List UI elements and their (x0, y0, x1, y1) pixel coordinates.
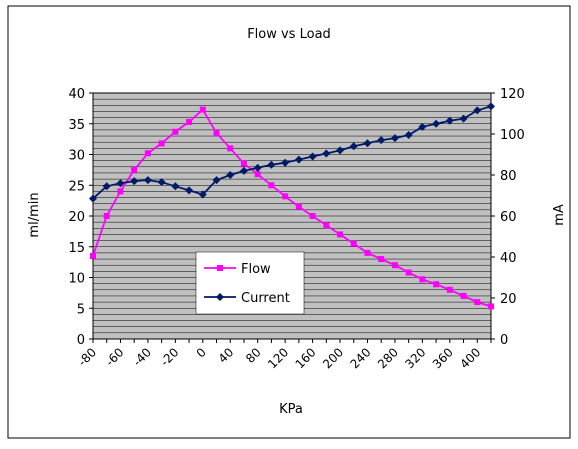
data-point-flow (378, 256, 385, 263)
data-point-flow (474, 299, 481, 306)
data-point-current (212, 176, 221, 185)
data-point-current (171, 182, 180, 191)
y-left-tick-label: 5 (77, 302, 85, 317)
data-point-current (377, 136, 386, 145)
data-point-current (418, 122, 427, 131)
y-left-tick-label: 10 (68, 272, 85, 287)
legend-marker-current (216, 293, 224, 301)
legend-box (195, 251, 305, 315)
data-point-current (336, 146, 345, 155)
data-point-current (157, 178, 166, 187)
data-point-flow (117, 188, 124, 195)
y-left-tick-label: 40 (68, 87, 85, 102)
data-point-flow (323, 222, 330, 229)
data-point-flow (131, 166, 138, 173)
data-point-flow (213, 129, 220, 136)
y-right-tick-label: 0 (500, 333, 508, 348)
data-point-flow (295, 203, 302, 210)
data-point-current (459, 114, 468, 123)
data-point-flow (144, 150, 151, 157)
data-point-flow (240, 160, 247, 167)
y-left-tick-label: 25 (68, 179, 85, 194)
data-point-current (116, 179, 125, 188)
y-left-tick-label: 0 (77, 333, 85, 348)
data-point-flow (405, 269, 412, 276)
y-left-tick-label: 20 (68, 210, 85, 225)
data-point-current (281, 158, 290, 167)
data-point-current (363, 139, 372, 148)
data-point-current (130, 177, 139, 186)
chart-title: Flow vs Load (247, 27, 331, 42)
data-point-flow (199, 106, 206, 113)
legend-label-flow: Flow (241, 262, 271, 277)
data-point-flow (350, 240, 357, 247)
data-point-flow (433, 281, 440, 288)
y-right-tick-label: 100 (500, 128, 525, 143)
data-point-current (404, 131, 413, 140)
data-point-flow (337, 231, 344, 238)
y-right-tick-label: 60 (500, 210, 517, 225)
y-right-tick-label: 80 (500, 169, 517, 184)
data-point-flow (103, 213, 110, 219)
legend-marker-flow (217, 265, 223, 271)
data-point-flow (158, 140, 165, 147)
y-left-tick-label: 35 (68, 118, 85, 133)
y-left-axis-label: ml/min (27, 192, 42, 237)
data-point-current (349, 142, 358, 151)
data-point-flow (90, 252, 96, 259)
data-point-current (267, 160, 276, 169)
data-point-flow (419, 276, 426, 283)
data-point-current (294, 155, 303, 164)
data-point-current (185, 186, 194, 195)
data-point-flow (172, 128, 179, 135)
data-point-flow (186, 118, 193, 125)
data-point-current (198, 190, 207, 199)
data-point-current (432, 119, 441, 128)
data-point-current (89, 194, 97, 203)
y-left-tick-label: 15 (68, 241, 85, 256)
legend-label-current: Current (241, 291, 290, 306)
data-point-flow (364, 249, 371, 256)
data-point-flow (254, 171, 261, 178)
data-point-flow (227, 145, 234, 152)
data-point-flow (391, 262, 398, 269)
data-point-current (473, 106, 482, 115)
y-right-tick-label: 120 (500, 87, 525, 102)
y-right-tick-label: 20 (500, 292, 517, 307)
data-point-current (253, 163, 262, 172)
data-point-flow (309, 213, 316, 219)
data-point-current (487, 102, 495, 111)
x-axis-label: KPa (279, 402, 303, 417)
data-point-flow (268, 182, 275, 189)
data-point-current (322, 149, 331, 158)
y-right-axis-label: mA (552, 204, 567, 226)
data-point-current (308, 152, 317, 161)
data-point-flow (460, 292, 467, 299)
data-point-current (143, 176, 152, 185)
data-point-flow (446, 286, 453, 293)
data-point-current (390, 134, 399, 143)
data-point-flow (282, 193, 289, 200)
y-left-tick-label: 30 (68, 149, 85, 164)
y-right-tick-label: 40 (500, 251, 517, 266)
data-point-current (445, 116, 454, 125)
data-point-current (102, 182, 111, 191)
data-point-flow (488, 303, 494, 310)
data-point-current (226, 171, 235, 179)
data-point-current (239, 166, 248, 175)
